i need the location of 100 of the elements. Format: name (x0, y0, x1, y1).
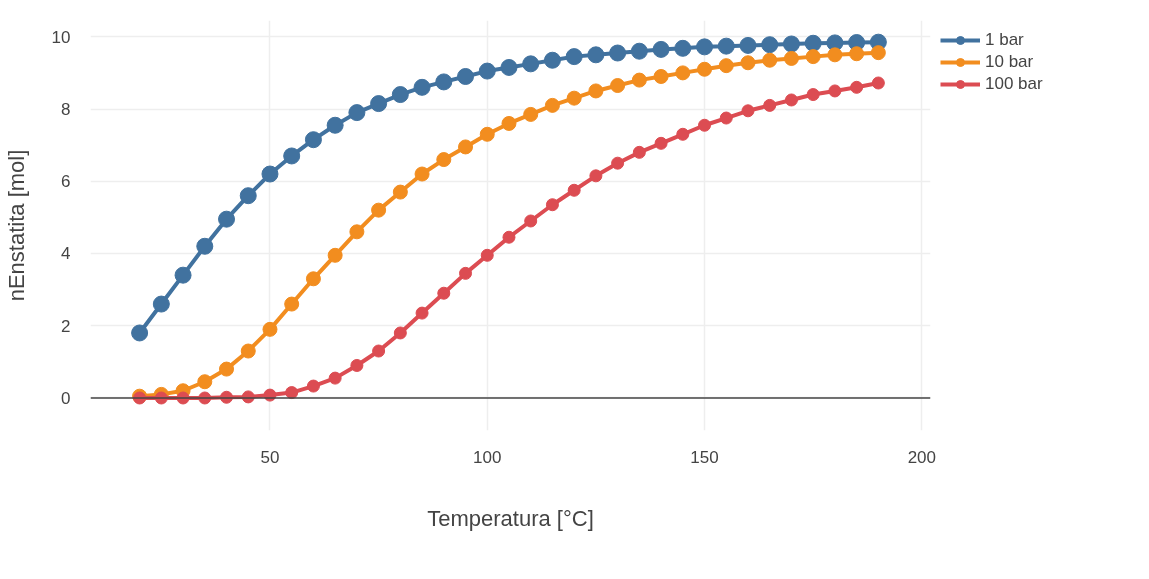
point (782, 35, 800, 53)
point (370, 95, 388, 113)
point (283, 147, 301, 165)
point (457, 68, 475, 85)
point (131, 324, 149, 342)
point (632, 145, 646, 159)
point (718, 58, 734, 74)
point (262, 321, 278, 337)
point (849, 46, 865, 62)
point (328, 371, 342, 385)
point (827, 47, 843, 63)
legend-label: 10 bar (985, 52, 1034, 72)
point (871, 76, 885, 90)
point (436, 152, 452, 168)
point (739, 36, 757, 54)
point (719, 111, 733, 125)
y-tick-label: 2 (61, 316, 71, 336)
point (784, 93, 798, 107)
point (372, 344, 386, 358)
point (415, 306, 429, 320)
point (630, 42, 648, 60)
point (413, 78, 431, 96)
point (240, 343, 256, 359)
y-tick-label: 8 (61, 100, 71, 119)
point (587, 46, 605, 64)
point (741, 104, 755, 118)
point (219, 361, 235, 377)
y-tick-label: 4 (61, 244, 71, 264)
point (610, 78, 626, 94)
point (567, 183, 581, 197)
point (437, 286, 451, 300)
point (218, 210, 236, 228)
point (828, 84, 842, 98)
point (654, 136, 668, 150)
y-tick-label: 0 (61, 388, 71, 408)
point (349, 224, 365, 240)
point (698, 118, 712, 132)
point (762, 52, 778, 68)
point (152, 295, 170, 313)
point (197, 374, 213, 390)
point (543, 51, 561, 69)
point (589, 169, 603, 183)
point (284, 296, 300, 312)
point (588, 83, 604, 99)
point (414, 166, 430, 182)
point (805, 49, 821, 65)
point (566, 90, 582, 106)
x-tick-label: 200 (907, 447, 936, 467)
point (609, 44, 627, 62)
x-tick-label: 50 (260, 447, 280, 467)
point (565, 48, 583, 66)
point (196, 237, 214, 255)
point (524, 214, 538, 228)
point (631, 72, 647, 88)
point (697, 61, 713, 77)
point (761, 36, 779, 54)
point (652, 40, 670, 58)
y-tick-label: 6 (61, 172, 71, 192)
x-tick-label: 100 (473, 447, 502, 467)
point (545, 198, 559, 212)
x-tick-label: 150 (690, 447, 719, 467)
point (676, 127, 690, 141)
point (502, 230, 516, 244)
point (479, 126, 495, 142)
point (305, 271, 321, 287)
point (611, 156, 625, 170)
legend-label: 1 bar (985, 30, 1024, 50)
point (327, 247, 343, 263)
point (740, 55, 756, 71)
point (674, 39, 692, 57)
point (459, 266, 473, 280)
point (806, 88, 820, 102)
point (326, 116, 344, 134)
point (391, 86, 409, 104)
y-axis-title: nEnstatita [mol] (3, 149, 29, 302)
point (435, 73, 453, 91)
point (458, 139, 474, 155)
point (675, 65, 691, 81)
point (304, 131, 322, 149)
point (696, 38, 714, 56)
point (500, 58, 518, 76)
point (348, 104, 366, 122)
point (174, 266, 192, 284)
point (480, 248, 494, 262)
legend-label: 100 bar (985, 74, 1043, 94)
point (371, 202, 387, 218)
point (501, 115, 517, 131)
point (239, 187, 257, 205)
point (763, 98, 777, 112)
point (850, 80, 864, 94)
point (392, 184, 408, 200)
point (653, 69, 669, 84)
point (523, 106, 539, 122)
point (306, 379, 320, 393)
point (783, 50, 799, 66)
point (804, 34, 822, 52)
point (522, 55, 540, 73)
point (478, 62, 496, 80)
point (393, 326, 407, 340)
y-tick-label: 10 (51, 27, 71, 47)
